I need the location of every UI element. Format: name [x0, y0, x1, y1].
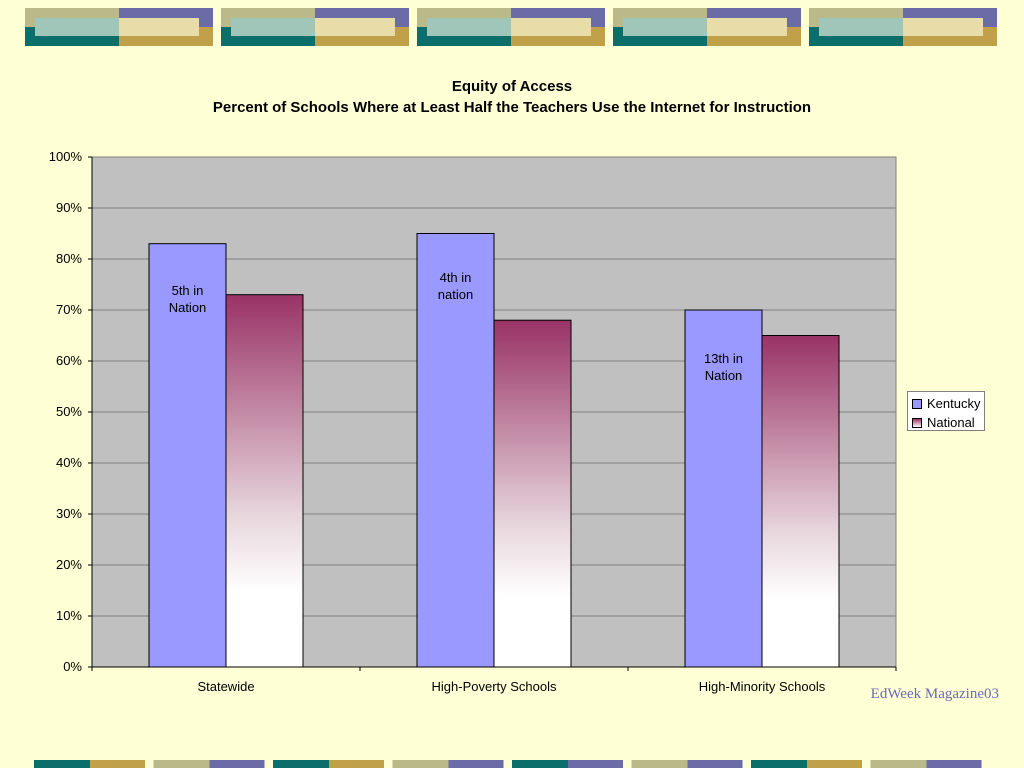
bar-annotation: 13th in Nation: [689, 350, 759, 384]
banner-segment: [329, 760, 384, 768]
banner-segment: [448, 760, 504, 768]
legend-entry-national: National: [912, 413, 984, 432]
y-tick-label: 70%: [55, 302, 82, 317]
y-tick-label: 80%: [55, 251, 82, 266]
banner-segment: [926, 760, 982, 768]
banner-segment: [903, 18, 983, 36]
banner-segment: [392, 760, 449, 768]
banner-tile: [221, 8, 409, 46]
bar-kentucky-1: [416, 233, 495, 668]
banner-segment: [623, 18, 708, 36]
banner-segment: [315, 18, 395, 36]
banner-segment: [35, 18, 120, 36]
y-tick-label: 0%: [63, 659, 82, 674]
annotation-line: 5th in: [171, 282, 204, 298]
banner-segment: [631, 760, 688, 768]
annotation-line: 13th in: [703, 351, 744, 366]
banner-segment: [751, 760, 807, 768]
bottom-decorative-banner: [34, 760, 982, 768]
banner-segment: [209, 760, 265, 768]
y-tick-label: 20%: [55, 557, 82, 572]
chart-title-block: Equity of Access Percent of Schools Wher…: [0, 76, 1024, 118]
chart-title: Equity of Access: [451, 78, 573, 95]
banner-segment: [512, 760, 568, 768]
banner-segment: [273, 760, 329, 768]
banner-segment: [819, 18, 904, 36]
x-category-label: High-Minority Schools: [698, 679, 826, 694]
bar-national-0: [225, 294, 304, 668]
legend-swatch-kentucky: [912, 398, 922, 409]
banner-segment: [153, 760, 210, 768]
banner-tile: [613, 8, 801, 46]
banner-segment: [687, 760, 743, 768]
bar-annotation: 4th in nation: [421, 269, 491, 303]
bar-kentucky-0: [148, 243, 227, 668]
x-category-label: High-Poverty Schools: [431, 679, 557, 694]
banner-segment: [707, 18, 787, 36]
banner-segment: [427, 18, 512, 36]
legend-label-national: National: [927, 415, 975, 430]
banner-tile: [417, 8, 605, 46]
y-tick-label: 10%: [55, 608, 82, 623]
bar-national-2: [761, 335, 840, 668]
x-axis-ticks: [91, 667, 897, 671]
annotation-line: Nation: [168, 299, 207, 315]
banner-tile: [809, 8, 997, 46]
legend-swatch-national: [912, 417, 922, 428]
x-category-label: Statewide: [197, 679, 255, 694]
source-note: EdWeek Magazine03: [870, 686, 999, 702]
legend-entry-kentucky: Kentucky: [912, 394, 984, 413]
annotation-line: Nation: [704, 368, 743, 383]
y-tick-label: 40%: [55, 455, 82, 470]
y-tick-label: 50%: [55, 404, 82, 419]
banner-segment: [90, 760, 145, 768]
banner-segment: [807, 760, 862, 768]
y-tick-label: 30%: [55, 506, 82, 521]
banner-segment: [34, 760, 90, 768]
banner-segment: [870, 760, 927, 768]
legend-label-kentucky: Kentucky: [927, 396, 981, 411]
y-tick-label: 60%: [55, 353, 82, 368]
banner-segment: [231, 18, 316, 36]
annotation-line: nation: [437, 286, 474, 302]
banner-segment: [511, 18, 591, 36]
banner-tile: [25, 8, 213, 46]
bar-national-1: [493, 319, 572, 668]
banner-segment: [119, 18, 199, 36]
bars-group: [148, 233, 840, 668]
y-tick-label: 90%: [55, 200, 82, 215]
top-decorative-banner: [25, 8, 997, 46]
bar-annotation: 5th in Nation: [153, 282, 223, 316]
chart-subtitle: Percent of Schools Where at Least Half t…: [212, 99, 812, 116]
annotation-line: 4th in: [439, 269, 472, 285]
y-tick-label: 100%: [48, 149, 82, 164]
legend: Kentucky National: [907, 391, 985, 431]
banner-segment: [568, 760, 623, 768]
